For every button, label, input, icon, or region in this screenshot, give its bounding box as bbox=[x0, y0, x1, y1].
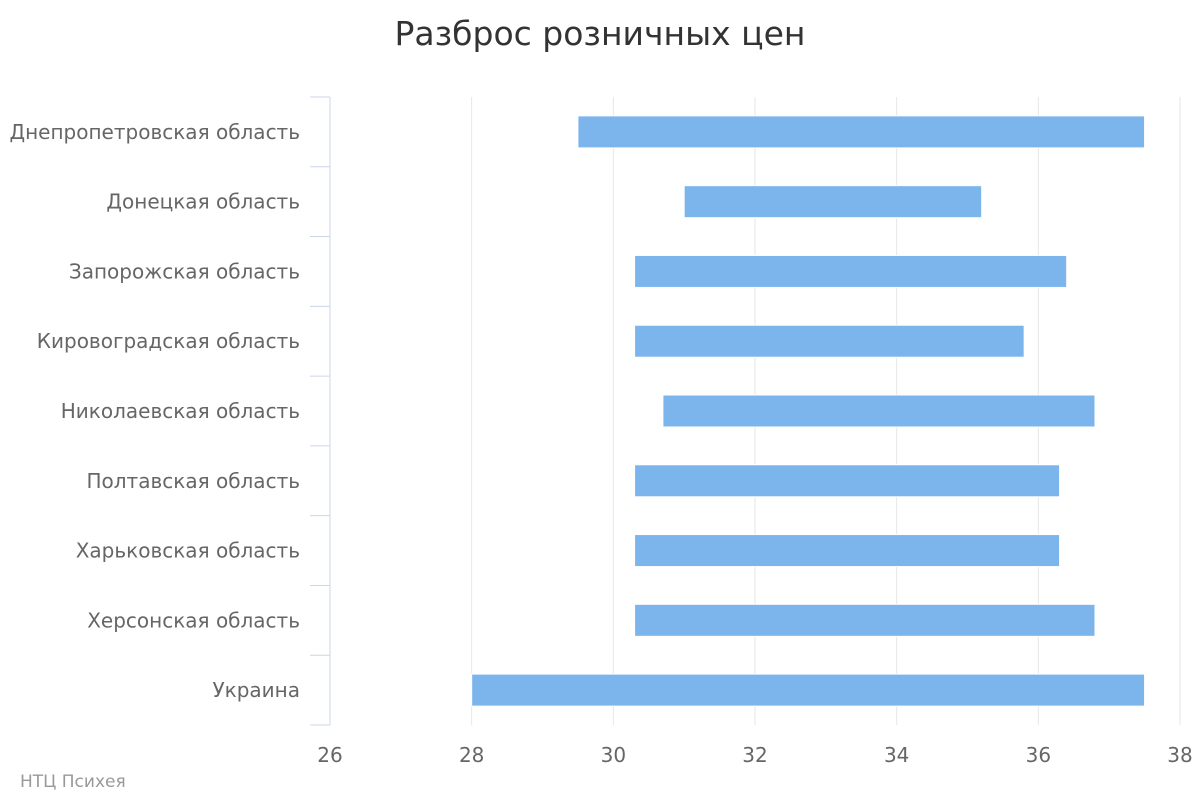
range-bar bbox=[634, 324, 1025, 358]
range-bar bbox=[471, 673, 1146, 707]
chart-credit[interactable]: НТЦ Психея bbox=[20, 772, 126, 792]
range-bar bbox=[634, 603, 1096, 637]
x-tick-label: 28 bbox=[459, 743, 484, 767]
category-label: Донецкая область bbox=[106, 190, 300, 214]
category-label: Украина bbox=[212, 678, 300, 702]
range-bar bbox=[634, 534, 1061, 568]
x-tick-label: 30 bbox=[601, 743, 626, 767]
category-label: Запорожская область bbox=[69, 259, 300, 283]
x-tick-label: 26 bbox=[317, 743, 342, 767]
category-label: Николаевская область bbox=[61, 399, 300, 423]
category-label: Полтавская область bbox=[86, 469, 300, 493]
x-tick-label: 34 bbox=[884, 743, 909, 767]
range-bar bbox=[577, 115, 1146, 149]
category-label: Херсонская область bbox=[87, 608, 300, 632]
chart-title: Разброс розничных цен bbox=[394, 14, 806, 53]
range-bar bbox=[634, 464, 1061, 498]
x-tick-label: 36 bbox=[1026, 743, 1051, 767]
category-label: Кировоградская область bbox=[37, 329, 300, 353]
category-label: Днепропетровская область bbox=[9, 120, 300, 144]
range-bar bbox=[662, 394, 1096, 428]
range-bar bbox=[634, 254, 1068, 288]
category-label: Харьковская область bbox=[76, 539, 300, 563]
range-bar bbox=[683, 185, 983, 219]
x-tick-label: 32 bbox=[742, 743, 767, 767]
x-tick-label: 38 bbox=[1167, 743, 1192, 767]
